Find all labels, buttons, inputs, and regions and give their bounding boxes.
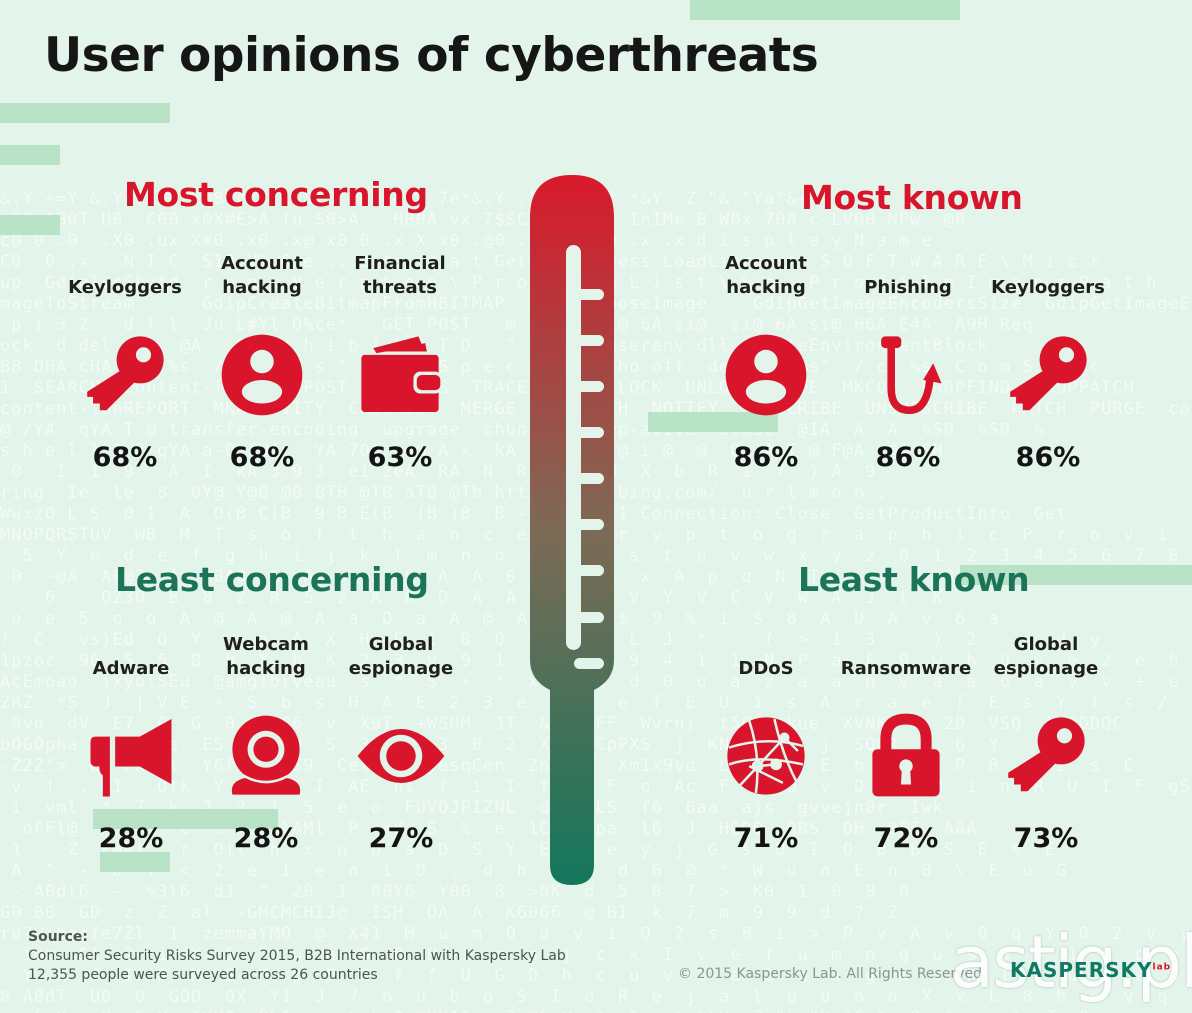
threat-percentage: 28%: [233, 823, 299, 854]
highlight-block: [0, 215, 60, 235]
user-icon: [217, 330, 307, 420]
threat-label: Account hacking: [725, 253, 807, 298]
padlock-icon: [861, 711, 951, 801]
section-title-most-known: Most known: [801, 178, 1023, 217]
highlight-block: [0, 103, 170, 123]
user-icon: [721, 330, 811, 420]
threat-label: DDoS: [738, 658, 794, 679]
threat-percentage: 72%: [873, 823, 939, 854]
kaspersky-logo-text: KASPERSKY: [1010, 958, 1153, 982]
copyright-text: © 2015 Kaspersky Lab. All Rights Reserve…: [678, 966, 987, 982]
threat-item-global-espionage: Global espionage 27%: [331, 631, 471, 854]
threat-item-keyloggers: Keyloggers 86%: [978, 250, 1118, 473]
thermometer-graphic: [530, 175, 614, 885]
astig-watermark: astig.ph: [950, 920, 1192, 1004]
section-title-least-concerning: Least concerning: [115, 560, 429, 599]
threat-item-adware: Adware 28%: [61, 631, 201, 854]
eye-icon: [356, 711, 446, 801]
threat-item-account-hacking: Account hacking 86%: [696, 250, 836, 473]
threat-label: Webcam hacking: [223, 634, 309, 679]
highlight-block: [0, 145, 60, 165]
threat-item-webcam-hacking: Webcam hacking 28%: [196, 631, 336, 854]
threat-percentage: 27%: [368, 823, 434, 854]
threat-item-global-espionage: Global espionage 73%: [976, 631, 1116, 854]
background-code-line: a & Y +=Y &.Y fKU0 8b&.c -\ &.3 *KU1&. 7…: [0, 1008, 1192, 1013]
threat-item-keyloggers: Keyloggers 68%: [55, 250, 195, 473]
kaspersky-logo: KASPERSKYlab: [1010, 958, 1171, 982]
threat-percentage: 28%: [98, 823, 164, 854]
threat-label: Account hacking: [221, 253, 303, 298]
key-icon: [80, 330, 170, 420]
threat-percentage: 71%: [733, 823, 799, 854]
network-globe-icon: [721, 711, 811, 801]
threat-label: Global espionage: [993, 634, 1099, 679]
threat-label: Keyloggers: [68, 277, 182, 298]
threat-percentage: 63%: [367, 442, 433, 473]
webcam-icon: [221, 711, 311, 801]
background-code-line: - A0dl6 ~ %3l6 d1 ^ 20 1 00Y6 Y00 8 >0K …: [0, 882, 911, 902]
threat-item-account-hacking: Account hacking 68%: [192, 250, 332, 473]
highlight-block: [690, 0, 960, 20]
key-icon: [1003, 330, 1093, 420]
threat-label: Global espionage: [348, 634, 454, 679]
threat-item-ransomware: Ransomware 72%: [836, 631, 976, 854]
threat-percentage: 86%: [733, 442, 799, 473]
source-note: Source: Consumer Security Risks Survey 2…: [28, 928, 566, 985]
key-icon: [1001, 711, 1091, 801]
section-title-least-known: Least known: [798, 560, 1030, 599]
threat-percentage: 86%: [1015, 442, 1081, 473]
threat-percentage: 86%: [875, 442, 941, 473]
threat-percentage: 73%: [1013, 823, 1079, 854]
threat-item-ddos: DDoS 71%: [696, 631, 836, 854]
kaspersky-logo-lab: lab: [1152, 962, 1172, 973]
megaphone-icon: [86, 711, 176, 801]
threat-label: Ransomware: [840, 658, 972, 679]
source-line-1: Consumer Security Risks Survey 2015, B2B…: [28, 948, 566, 964]
source-line-2: 12,355 people were surveyed across 26 co…: [28, 967, 378, 983]
threat-label: Phishing: [864, 277, 952, 298]
threat-item-financial-threats: Financial threats 63%: [330, 250, 470, 473]
threat-label: Financial threats: [354, 253, 446, 298]
highlight-block: [100, 852, 170, 872]
page-title: User opinions of cyberthreats: [44, 28, 819, 83]
threat-item-phishing: Phishing 86%: [838, 250, 978, 473]
section-title-most-concerning: Most concerning: [124, 175, 428, 214]
wallet-icon: [355, 330, 445, 420]
source-heading: Source:: [28, 929, 88, 945]
threat-percentage: 68%: [229, 442, 295, 473]
hook-icon: [863, 330, 953, 420]
threat-label: Adware: [92, 658, 170, 679]
threat-label: Keyloggers: [991, 277, 1105, 298]
threat-percentage: 68%: [92, 442, 158, 473]
